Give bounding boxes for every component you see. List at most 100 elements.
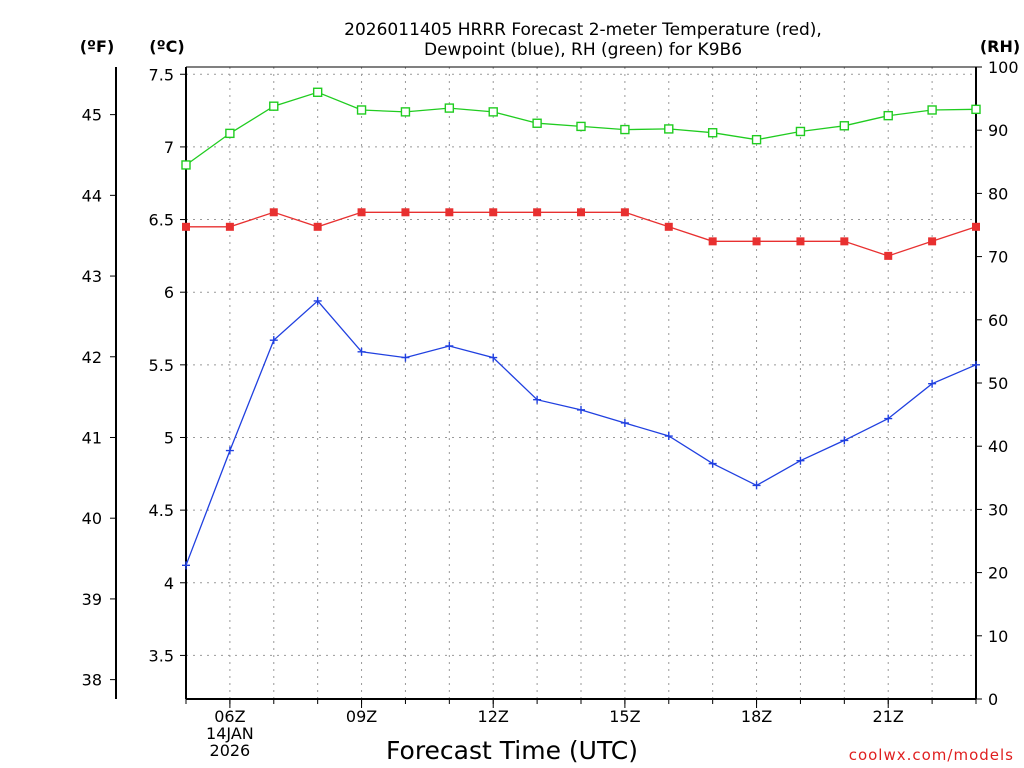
temperature-point bbox=[225, 222, 234, 231]
temperature-point bbox=[182, 222, 190, 231]
temperature-point bbox=[884, 251, 893, 260]
x-tick-label: 09Z bbox=[346, 707, 377, 726]
celsius-tick-label: 3.5 bbox=[149, 646, 174, 665]
relative-humidity-point bbox=[312, 87, 323, 97]
x-tick-label: 2026 bbox=[210, 741, 251, 760]
relative-humidity-point bbox=[356, 105, 367, 115]
dewpoint-point bbox=[445, 341, 454, 350]
dewpoint-point bbox=[752, 481, 761, 490]
chart-title-line-2: Dewpoint (blue), RH (green) for K9B6 bbox=[424, 40, 742, 60]
dewpoint-point bbox=[972, 360, 980, 369]
axes: 3.5 4 4.5 5 5.5 6 6.5 7 7.5 38 39 40 41 42 43 44 45 0 10 20… bbox=[82, 58, 1019, 760]
temperature-point bbox=[796, 237, 805, 246]
dewpoint-point bbox=[269, 336, 278, 345]
rh-tick-label: 30 bbox=[988, 500, 1008, 519]
rh-tick-label: 100 bbox=[988, 58, 1019, 77]
celsius-tick-label: 5.5 bbox=[149, 356, 174, 375]
celsius-tick-label: 7 bbox=[164, 138, 174, 157]
temperature-point bbox=[357, 208, 366, 217]
dewpoint-point bbox=[664, 432, 673, 441]
rh-tick-label: 40 bbox=[988, 437, 1008, 456]
fahrenheit-tick-label: 41 bbox=[82, 428, 102, 447]
relative-humidity-point bbox=[532, 118, 542, 128]
x-tick-label: 18Z bbox=[741, 707, 772, 726]
relative-humidity-point bbox=[444, 103, 455, 113]
temperature-point bbox=[752, 237, 761, 246]
relative-humidity-point bbox=[664, 124, 674, 134]
rh-unit-label: (RH) bbox=[980, 37, 1020, 56]
dewpoint-point bbox=[884, 414, 893, 423]
temperature-point bbox=[840, 237, 849, 246]
temperature-point bbox=[664, 222, 673, 231]
rh-tick-label: 80 bbox=[988, 184, 1008, 203]
temperature-point bbox=[577, 208, 585, 217]
dewpoint-point bbox=[182, 561, 190, 570]
relative-humidity-point bbox=[927, 105, 937, 115]
temperature-point bbox=[489, 208, 498, 217]
temperature-point bbox=[401, 208, 410, 217]
celsius-tick-label: 4.5 bbox=[149, 501, 174, 520]
rh-tick-label: 60 bbox=[988, 311, 1008, 330]
dewpoint-point bbox=[313, 296, 322, 305]
relative-humidity-point bbox=[751, 134, 762, 145]
temperature-point bbox=[269, 208, 278, 217]
relative-humidity-point bbox=[707, 128, 718, 138]
relative-humidity-point bbox=[883, 110, 893, 121]
relative-humidity-series bbox=[181, 87, 981, 170]
dewpoint-point bbox=[577, 405, 585, 414]
data-series bbox=[181, 87, 981, 570]
rh-tick-label: 50 bbox=[988, 374, 1008, 393]
grid-lines bbox=[186, 67, 976, 699]
celsius-tick-label: 6 bbox=[164, 283, 174, 302]
temperature-point bbox=[708, 237, 717, 246]
dewpoint-point bbox=[225, 446, 234, 455]
dewpoint-point bbox=[708, 459, 717, 468]
rh-tick-label: 20 bbox=[988, 564, 1008, 583]
dewpoint-point bbox=[840, 436, 849, 445]
temperature-point bbox=[972, 222, 980, 231]
temperature-series bbox=[182, 208, 980, 260]
rh-tick-label: 10 bbox=[988, 627, 1008, 646]
x-tick-label: 15Z bbox=[609, 707, 640, 726]
relative-humidity-point bbox=[620, 124, 630, 135]
x-tick-label: 06Z bbox=[214, 707, 245, 726]
fahrenheit-tick-label: 42 bbox=[82, 348, 102, 367]
fahrenheit-tick-label: 39 bbox=[82, 590, 102, 609]
rh-tick-label: 70 bbox=[988, 248, 1008, 267]
relative-humidity-point bbox=[576, 121, 586, 132]
relative-humidity-point bbox=[795, 126, 806, 137]
temperature-point bbox=[620, 208, 629, 217]
fahrenheit-tick-label: 45 bbox=[82, 106, 102, 125]
chart-title: 2026011405 HRRR Forecast 2-meter Tempera… bbox=[344, 20, 822, 60]
celsius-unit-label: (ºC) bbox=[149, 37, 184, 56]
rh-tick-label: 90 bbox=[988, 121, 1008, 140]
dewpoint-point bbox=[401, 353, 410, 362]
fahrenheit-tick-label: 38 bbox=[82, 671, 102, 690]
chart-title-line-1: 2026011405 HRRR Forecast 2-meter Tempera… bbox=[344, 20, 822, 40]
relative-humidity-point bbox=[839, 121, 850, 131]
celsius-tick-label: 6.5 bbox=[149, 211, 174, 230]
dewpoint-point bbox=[928, 379, 937, 388]
relative-humidity-point bbox=[400, 107, 411, 117]
temperature-point bbox=[533, 208, 542, 217]
relative-humidity-point bbox=[269, 101, 279, 111]
relative-humidity-point bbox=[488, 107, 498, 117]
dewpoint-point bbox=[620, 418, 629, 427]
fahrenheit-tick-label: 44 bbox=[82, 186, 102, 205]
relative-humidity-point bbox=[225, 128, 235, 139]
fahrenheit-unit-label: (ºF) bbox=[80, 37, 115, 56]
fahrenheit-tick-label: 43 bbox=[82, 267, 102, 286]
dewpoint-point bbox=[489, 353, 498, 362]
temperature-point bbox=[445, 208, 454, 217]
x-axis-label: Forecast Time (UTC) bbox=[386, 736, 638, 765]
dewpoint-point bbox=[796, 456, 805, 465]
fahrenheit-tick-label: 40 bbox=[82, 509, 102, 528]
dewpoint-series bbox=[182, 296, 980, 570]
x-tick-label: 21Z bbox=[873, 707, 904, 726]
celsius-tick-label: 4 bbox=[164, 574, 174, 593]
temperature-point bbox=[928, 237, 937, 246]
dewpoint-point bbox=[357, 347, 366, 356]
x-tick-label: 14JAN bbox=[206, 724, 254, 743]
rh-tick-label: 0 bbox=[988, 690, 998, 709]
